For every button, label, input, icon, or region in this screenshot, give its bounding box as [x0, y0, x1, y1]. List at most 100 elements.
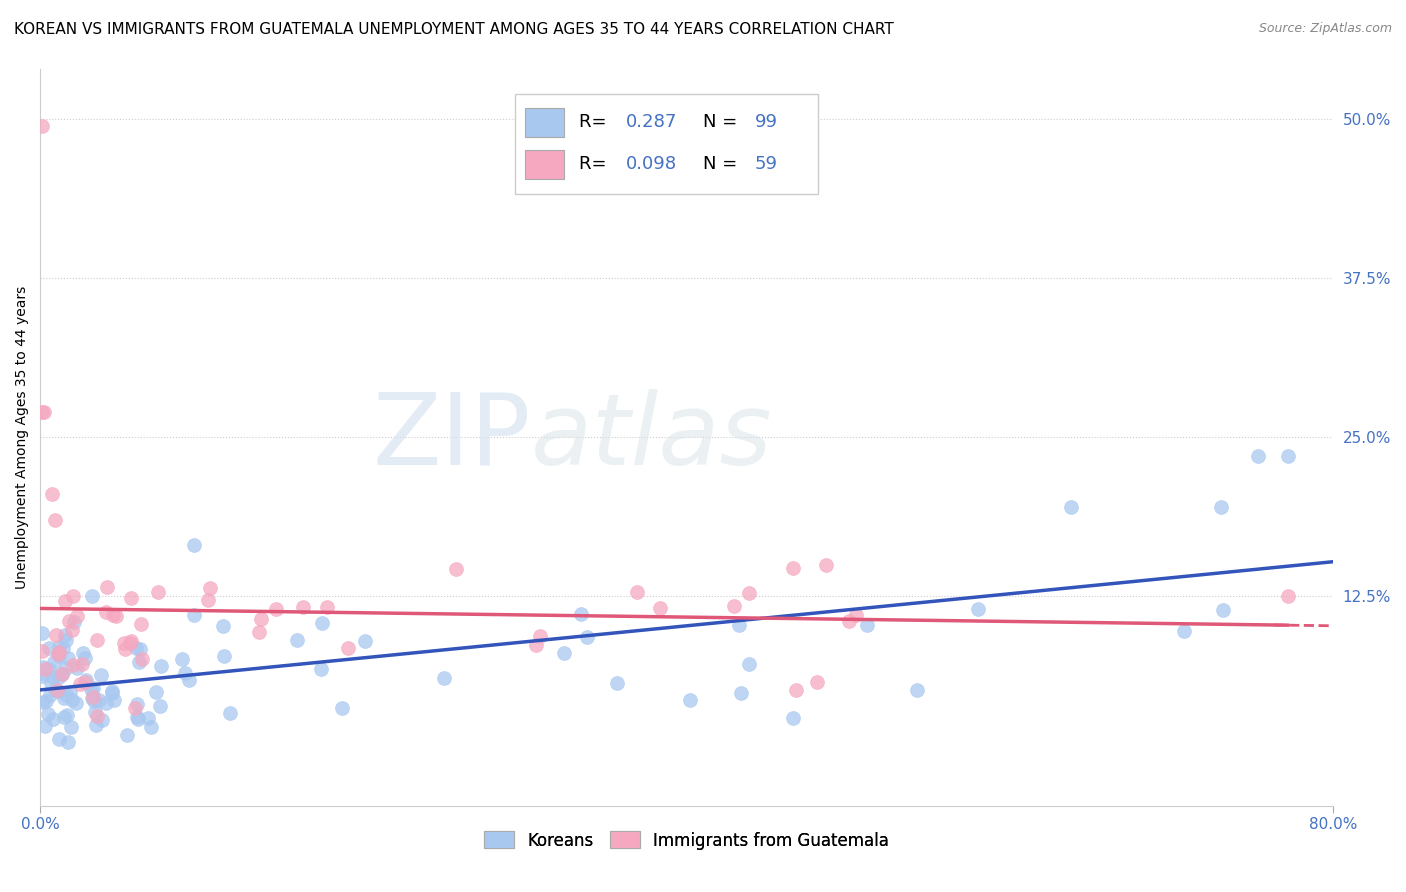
Point [31, 626, 53, 640]
Point [529, 630, 551, 644]
Point [432, 671, 454, 685]
Point [53, 628, 76, 642]
Point [104, 609, 127, 624]
FancyBboxPatch shape [515, 95, 818, 194]
Point [183, 608, 205, 623]
Point [62, 589, 84, 603]
Point [1212, 603, 1234, 617]
Point [42, 655, 65, 669]
Point [58, 614, 80, 628]
Point [1247, 449, 1270, 463]
Point [311, 615, 333, 630]
Point [292, 599, 315, 614]
Point [146, 585, 169, 599]
Text: R=: R= [579, 113, 613, 131]
Point [58, 651, 80, 665]
Point [31, 119, 53, 133]
Point [91, 713, 114, 727]
Point [94, 605, 117, 619]
Point [145, 685, 167, 699]
Text: KOREAN VS IMMIGRANTS FROM GUATEMALA UNEMPLOYMENT AMONG AGES 35 TO 44 YEARS CORRE: KOREAN VS IMMIGRANTS FROM GUATEMALA UNEM… [14, 22, 894, 37]
Text: N =: N = [703, 113, 738, 131]
Text: R=: R= [579, 155, 613, 173]
Point [120, 591, 142, 605]
Legend: Koreans, Immigrants from Guatemala: Koreans, Immigrants from Guatemala [477, 825, 896, 856]
Point [114, 641, 136, 656]
Point [129, 642, 152, 657]
Point [55, 689, 77, 703]
Point [553, 646, 575, 660]
Point [183, 538, 205, 552]
Point [728, 618, 751, 632]
Point [336, 641, 359, 656]
Point [524, 638, 547, 652]
Y-axis label: Unemployment Among Ages 35 to 44 years: Unemployment Among Ages 35 to 44 years [15, 285, 30, 589]
Point [785, 683, 807, 698]
Point [41, 487, 63, 501]
Point [73, 675, 96, 690]
Point [32, 659, 55, 673]
Point [311, 662, 333, 676]
Point [37, 707, 59, 722]
Point [82, 681, 104, 696]
Point [45, 628, 67, 642]
Point [80, 691, 103, 706]
Point [136, 710, 159, 724]
Point [648, 600, 671, 615]
Point [53, 691, 76, 706]
Point [38, 662, 60, 676]
Point [149, 699, 172, 714]
Point [285, 632, 308, 647]
Point [89, 692, 111, 706]
Point [250, 612, 273, 626]
Point [264, 602, 287, 616]
Text: atlas: atlas [531, 389, 773, 485]
Point [737, 586, 759, 600]
Point [125, 698, 148, 712]
Point [738, 657, 761, 672]
Point [31, 669, 53, 683]
Point [214, 649, 236, 664]
Point [856, 617, 879, 632]
Point [569, 607, 592, 622]
Point [86, 709, 108, 723]
Point [55, 633, 77, 648]
Point [48, 649, 70, 664]
Point [69, 677, 91, 691]
Point [1173, 624, 1195, 638]
Point [39, 676, 62, 690]
Point [444, 562, 467, 576]
Point [1277, 589, 1299, 603]
Point [38, 689, 60, 703]
Point [70, 657, 93, 671]
Point [200, 581, 222, 595]
Point [1060, 500, 1083, 514]
Point [34, 662, 56, 676]
Point [723, 599, 745, 614]
Point [354, 634, 377, 648]
Point [83, 706, 105, 720]
Point [101, 686, 124, 700]
Point [120, 636, 142, 650]
Point [42, 669, 65, 683]
Point [845, 607, 868, 622]
Point [86, 632, 108, 647]
Point [101, 608, 124, 623]
Point [150, 659, 173, 673]
Point [46, 648, 69, 662]
Point [96, 580, 118, 594]
Point [115, 728, 138, 742]
Point [966, 602, 988, 616]
Point [626, 585, 648, 599]
Point [83, 694, 105, 708]
Point [51, 666, 73, 681]
Point [101, 684, 124, 698]
Text: 0.098: 0.098 [626, 155, 676, 173]
Point [782, 561, 804, 575]
Point [35, 694, 58, 708]
Point [80, 682, 103, 697]
Point [31, 644, 53, 658]
Point [82, 690, 104, 704]
Text: 59: 59 [755, 155, 778, 173]
Point [120, 633, 142, 648]
